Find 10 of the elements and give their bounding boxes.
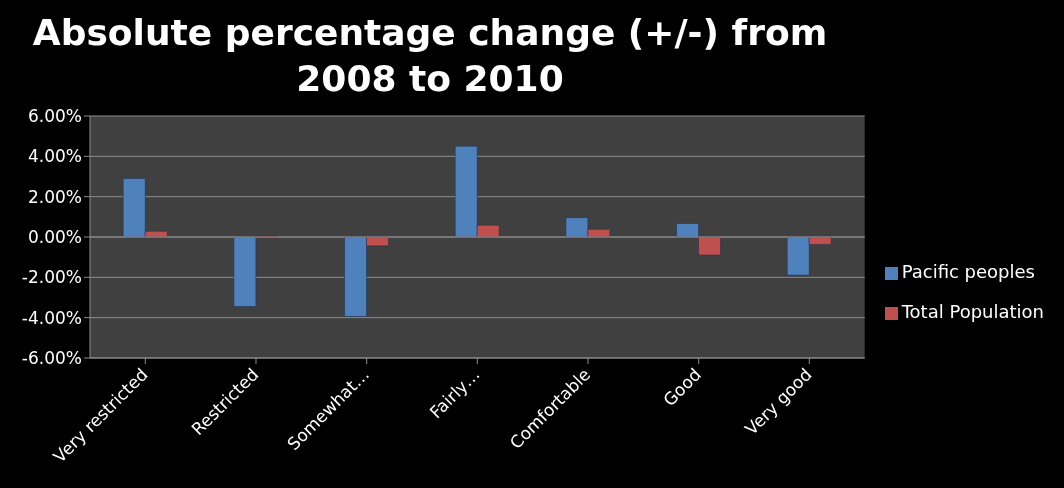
y-tick-label: 4.00% (27, 146, 82, 167)
y-tick-label: 2.00% (27, 186, 82, 207)
legend-label: Pacific peoples (901, 261, 1035, 282)
y-tick-label: -4.00% (21, 307, 82, 328)
chart-title: Absolute percentage change (+/-) from 2008 to 2010 (31, 11, 829, 101)
y-tick-label: -2.00% (21, 267, 82, 288)
y-tick-label: -6.00% (21, 348, 82, 369)
y-tick-label: 0.00% (27, 227, 82, 248)
legend-label: Total Population (901, 301, 1044, 322)
y-tick-label: 6.00% (27, 106, 82, 127)
